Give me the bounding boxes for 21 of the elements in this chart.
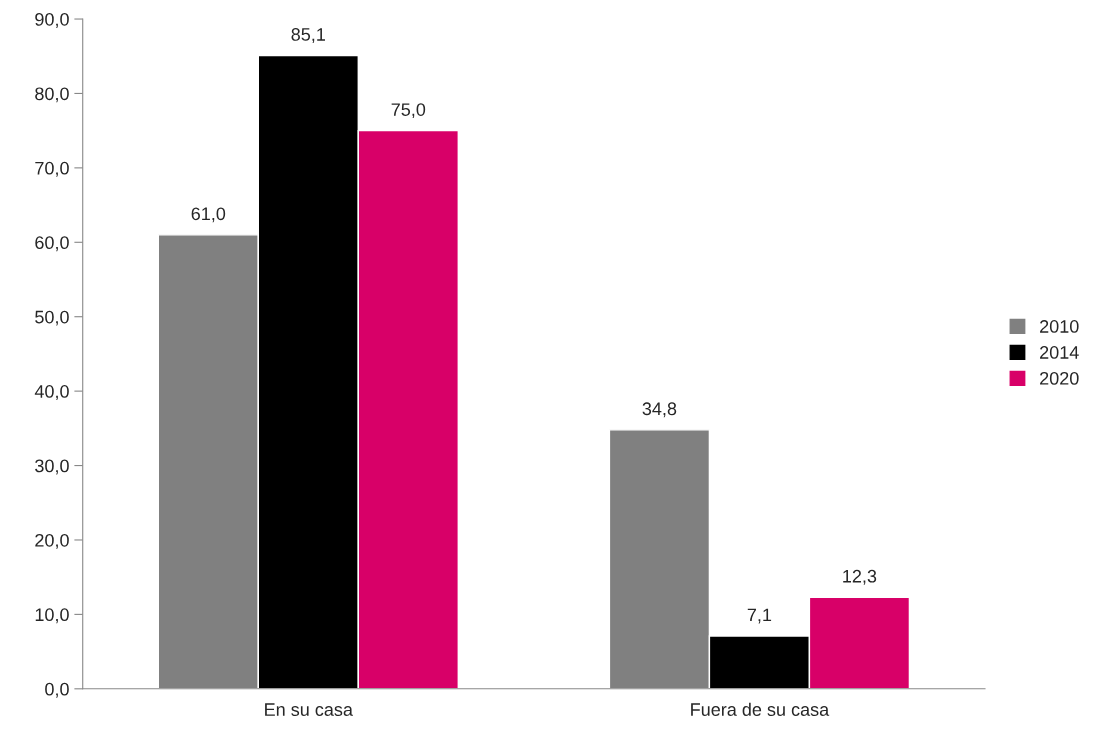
y-tick-label: 70,0 xyxy=(35,161,69,177)
data-label: 61,0 xyxy=(191,207,226,223)
y-tick-label: 50,0 xyxy=(35,310,69,326)
y-tick-label: 0,0 xyxy=(45,682,69,698)
y-tick-label: 90,0 xyxy=(35,12,69,28)
y-tick-label: 60,0 xyxy=(35,236,69,252)
y-tick-label: 20,0 xyxy=(35,533,69,549)
y-tick-label: 10,0 xyxy=(35,608,69,624)
data-label: 85,1 xyxy=(291,28,325,43)
x-tick-label: Fuera de su casa xyxy=(691,702,830,716)
y-tick-label: 30,0 xyxy=(35,459,69,475)
legend-label: 2014 xyxy=(1040,346,1079,359)
y-tick-label: 40,0 xyxy=(34,385,69,400)
legend-label: 2010 xyxy=(1040,320,1079,333)
x-tick-label: En su casa xyxy=(265,703,353,716)
legend-label: 2020 xyxy=(1040,371,1079,385)
data-label: 34,8 xyxy=(642,402,677,418)
data-label: 75,0 xyxy=(391,103,426,119)
y-tick-label: 80,0 xyxy=(35,87,69,103)
data-label: 12,3 xyxy=(843,569,877,585)
data-label: 7,1 xyxy=(747,608,772,624)
